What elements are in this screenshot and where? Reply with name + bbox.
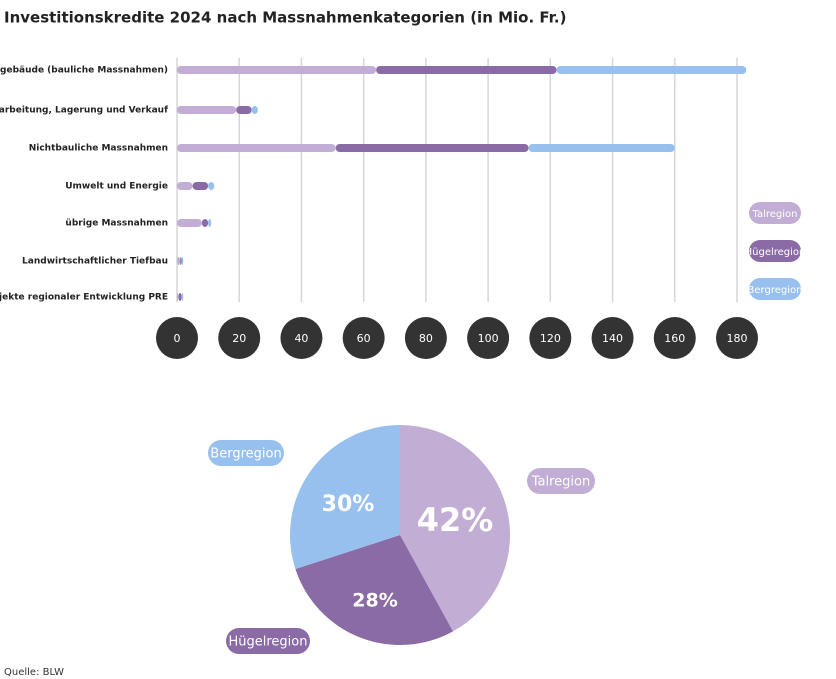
legend-pill: [749, 278, 801, 300]
category-pill: [208, 440, 284, 466]
slice-label: 28%: [352, 590, 397, 612]
category-label: übrige Massnahmen: [65, 219, 168, 229]
x-tick-badge: [342, 317, 385, 359]
x-tick-badge: [467, 317, 510, 359]
x-tick-label: 140: [602, 332, 623, 345]
x-tick-badge: [218, 317, 261, 359]
category-label: Hügelregion: [229, 635, 308, 650]
slice-label: 30%: [322, 492, 375, 517]
x-tick-badge: [716, 317, 758, 359]
category-label: Projekte regionaler Entwicklung PRE: [0, 293, 168, 303]
bar-segment: [177, 219, 202, 227]
bar-segment: [177, 257, 181, 265]
x-tick-label: 60: [357, 332, 371, 345]
category-pill: [527, 468, 595, 494]
x-tick-badge: [591, 317, 634, 359]
bar-segment: [192, 182, 209, 190]
x-tick-label: 100: [478, 332, 499, 345]
bar-segment: [181, 257, 184, 265]
x-tick-label: 120: [540, 332, 561, 345]
pie-slice: [400, 425, 510, 632]
x-tick-label: 180: [727, 332, 748, 345]
legend-pill: [749, 240, 801, 262]
bar-segment: [208, 219, 212, 227]
bar-segment: [180, 257, 182, 265]
bar-segment: [181, 293, 184, 301]
x-tick-badge: [653, 317, 696, 359]
x-tick-label: 20: [232, 332, 246, 345]
bar-segment: [177, 66, 377, 74]
x-tick-badge: [280, 317, 323, 359]
bar-segment: [251, 106, 258, 114]
x-tick-badge: [529, 317, 572, 359]
source: Quelle: BLW: [4, 667, 64, 678]
legend-label: Talregion: [752, 209, 798, 220]
x-tick-label: 160: [664, 332, 685, 345]
legend-pill: [749, 202, 801, 224]
bar-segment: [201, 219, 209, 227]
legend-label: Bergregion: [748, 285, 803, 296]
bar-segment: [376, 66, 557, 74]
category-label: Bergregion: [210, 447, 281, 462]
bar-segment: [528, 144, 675, 152]
bar-segment: [177, 293, 179, 301]
category-label: Ökonomiegebäude (bauliche Massnahmen): [0, 65, 168, 76]
bar-segment: [236, 106, 252, 114]
bar-segment: [208, 182, 215, 190]
bar-segment: [177, 144, 336, 152]
x-tick-label: 40: [294, 332, 308, 345]
category-label: Talregion: [531, 475, 590, 490]
bar-segment: [335, 144, 529, 152]
x-tick-label: 0: [174, 332, 181, 345]
pie-slice: [295, 535, 453, 645]
category-label: Landwirtschaftlicher Tiefbau: [22, 257, 168, 267]
bar-segment: [178, 293, 182, 301]
x-tick-badge: [404, 317, 447, 359]
x-tick-label: 80: [419, 332, 433, 345]
title: Investitionskredite 2024 nach Massnahmen…: [4, 9, 567, 27]
bar-segment: [177, 106, 237, 114]
bar-segment: [177, 182, 193, 190]
pie-slice: [290, 425, 400, 569]
bar-segment: [556, 66, 747, 74]
category-label: Umwelt und Energie: [65, 182, 168, 192]
category-label: Verarbeitung, Lagerung und Verkauf: [0, 106, 168, 116]
category-label: Nichtbauliche Massnahmen: [29, 144, 168, 154]
legend-label: Hügelregion: [745, 247, 806, 258]
x-tick-badge: [156, 317, 198, 359]
slice-label: 42%: [417, 501, 494, 539]
category-pill: [226, 628, 310, 654]
